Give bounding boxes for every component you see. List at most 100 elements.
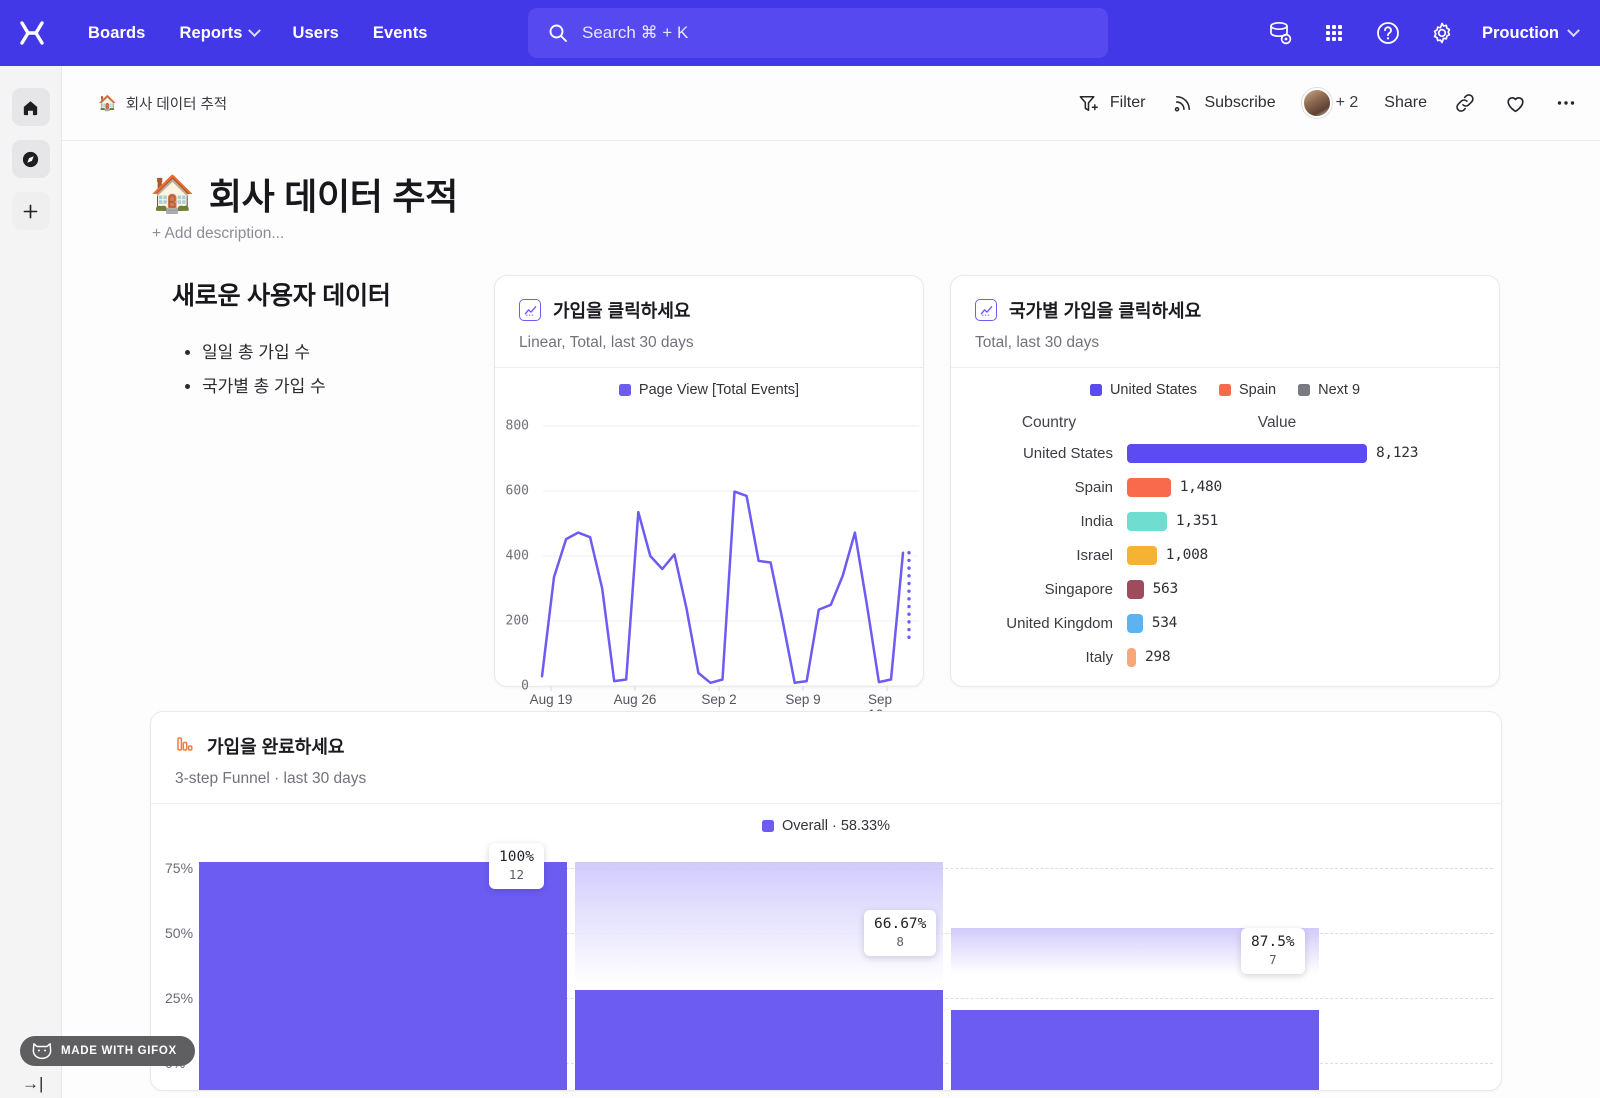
- country-bar-wrap: 1,480: [1127, 477, 1222, 497]
- card-funnel[interactable]: 가입을 완료하세요 3-step Funnel · last 30 days O…: [150, 711, 1502, 1091]
- funnel-bar[interactable]: [575, 990, 943, 1090]
- apps-grid-icon[interactable]: [1320, 19, 1348, 47]
- column-header-value: Value: [1257, 414, 1297, 431]
- table-row[interactable]: Singapore 563: [951, 572, 1499, 606]
- sidebar-item-home[interactable]: [11, 88, 50, 126]
- table-row[interactable]: Israel 1,008: [951, 538, 1499, 572]
- primary-nav-links: Boards Reports Users Events: [88, 24, 428, 43]
- collaborator-avatars[interactable]: + 2: [1301, 88, 1358, 118]
- cursor-indicator: →|: [22, 1074, 44, 1093]
- table-row[interactable]: United States 8,123: [951, 436, 1499, 470]
- nav-link-users-label: Users: [292, 23, 339, 42]
- legend-label: Spain: [1239, 382, 1277, 398]
- legend-item[interactable]: Spain: [1219, 382, 1276, 398]
- country-bar[interactable]: [1127, 545, 1157, 565]
- more-horizontal-icon[interactable]: [1554, 91, 1578, 115]
- search-input[interactable]: Search ⌘ + K: [528, 8, 1108, 58]
- help-circle-icon[interactable]: [1374, 19, 1402, 47]
- country-rows: United States 8,123 Spain 1,480 India 1,351 Is…: [951, 436, 1499, 682]
- database-settings-icon[interactable]: [1266, 19, 1294, 47]
- legend-item[interactable]: Page View [Total Events]: [618, 382, 799, 398]
- table-row[interactable]: Italy 298: [951, 640, 1499, 674]
- gifox-watermark: MADE WITH GIFOX: [20, 1036, 195, 1066]
- card-line-title: 가입을 클릭하세요: [553, 301, 691, 321]
- funnel-percent: 66.67%: [874, 916, 927, 932]
- legend-swatch: [1219, 384, 1232, 396]
- funnel-count: 7: [1269, 952, 1277, 967]
- country-chart-legend: United States Spain Next 9: [951, 368, 1499, 398]
- org-switcher[interactable]: Prouction: [1482, 23, 1580, 43]
- org-label: Prouction: [1482, 23, 1559, 42]
- country-bar[interactable]: [1127, 681, 1136, 682]
- sidebar-item-add[interactable]: [11, 192, 50, 230]
- nav-link-events[interactable]: Events: [373, 24, 428, 43]
- gifox-label: MADE WITH GIFOX: [61, 1045, 177, 1057]
- nav-link-reports[interactable]: Reports: [179, 23, 261, 43]
- nav-link-reports-label: Reports: [179, 23, 243, 42]
- subscribe-label: Subscribe: [1204, 94, 1276, 111]
- funnel-bar[interactable]: [951, 1010, 1319, 1090]
- link-icon[interactable]: [1453, 91, 1477, 115]
- card-funnel-header: 가입을 완료하세요 3-step Funnel · last 30 days: [151, 712, 1501, 788]
- text-block: 새로운 사용자 데이터 일일 총 가입 수 국가별 총 가입 수: [172, 276, 502, 404]
- filter-button[interactable]: Filter: [1077, 92, 1145, 115]
- text-block-heading: 새로운 사용자 데이터: [172, 282, 391, 310]
- plus-icon: [23, 204, 38, 218]
- card-line-title-row: 가입을 클릭하세요: [519, 297, 899, 323]
- heart-icon[interactable]: [1503, 91, 1528, 116]
- card-country-breakdown[interactable]: 국가별 가입을 클릭하세요 Total, last 30 days United…: [950, 275, 1500, 687]
- funnel-count: 12: [508, 867, 524, 882]
- y-tick: 25%: [165, 990, 194, 1006]
- column-header-country: Country: [1021, 414, 1077, 431]
- left-rail: [0, 66, 62, 1098]
- legend-swatch: [618, 384, 631, 396]
- country-bar[interactable]: [1127, 443, 1367, 463]
- x-tick: Sep 2: [701, 692, 737, 707]
- sidebar-item-explore[interactable]: [11, 140, 50, 178]
- y-tick: 0: [521, 678, 529, 694]
- mixpanel-logo-icon[interactable]: [0, 18, 64, 48]
- filter-icon: [1079, 95, 1098, 111]
- country-value: 298: [1145, 649, 1171, 665]
- table-row-clipped[interactable]: [951, 674, 1499, 682]
- country-name: United States: [1022, 444, 1113, 462]
- divider: [151, 803, 1501, 804]
- subscribe-button[interactable]: Subscribe: [1171, 92, 1276, 115]
- table-row[interactable]: Spain 1,480: [951, 470, 1499, 504]
- table-row[interactable]: United Kingdom 534: [951, 606, 1499, 640]
- page-title: 🏠 회사 데이터 추적: [150, 168, 458, 220]
- legend-item[interactable]: United States: [1089, 382, 1197, 398]
- add-description-button[interactable]: + Add description...: [152, 225, 285, 242]
- card-country-title-row: 국가별 가입을 클릭하세요: [975, 297, 1475, 323]
- legend-swatch: [762, 820, 774, 832]
- fox-icon: [32, 1043, 52, 1060]
- x-tick: Aug 26: [613, 692, 657, 707]
- country-bar[interactable]: [1127, 647, 1136, 667]
- country-bar-wrap: 298: [1127, 647, 1171, 667]
- board-canvas: 🏠 회사 데이터 추적 + Add description... 새로운 사용자…: [62, 141, 1600, 1098]
- card-line-chart[interactable]: 가입을 클릭하세요 Linear, Total, last 30 days Pa…: [494, 275, 924, 722]
- country-bar[interactable]: [1127, 579, 1144, 599]
- country-bar[interactable]: [1127, 511, 1167, 531]
- divider: [951, 367, 1499, 368]
- y-tick: 50%: [165, 925, 194, 941]
- nav-link-users[interactable]: Users: [293, 24, 339, 43]
- country-bar[interactable]: [1127, 477, 1171, 497]
- legend-label: Next 9: [1318, 382, 1361, 398]
- country-value: 534: [1151, 615, 1178, 631]
- funnel-label: 100% 12: [489, 843, 544, 889]
- breadcrumb[interactable]: 🏠 회사 데이터 추적: [98, 93, 227, 114]
- nav-link-boards-label: Boards: [88, 23, 146, 42]
- country-bar[interactable]: [1127, 613, 1143, 633]
- share-button[interactable]: Share: [1384, 94, 1427, 112]
- table-row[interactable]: India 1,351: [951, 504, 1499, 538]
- funnel-bar[interactable]: [199, 862, 567, 1090]
- home-icon: [23, 100, 38, 115]
- nav-link-events-label: Events: [372, 23, 428, 42]
- legend-item[interactable]: Overall · 58.33%: [762, 818, 890, 834]
- gear-icon[interactable]: [1428, 19, 1456, 47]
- card-funnel-subtitle: 3-step Funnel · last 30 days: [175, 770, 367, 787]
- legend-item[interactable]: Next 9: [1298, 382, 1360, 398]
- nav-link-boards[interactable]: Boards: [88, 24, 145, 43]
- line-chart-legend: Page View [Total Events]: [495, 368, 923, 398]
